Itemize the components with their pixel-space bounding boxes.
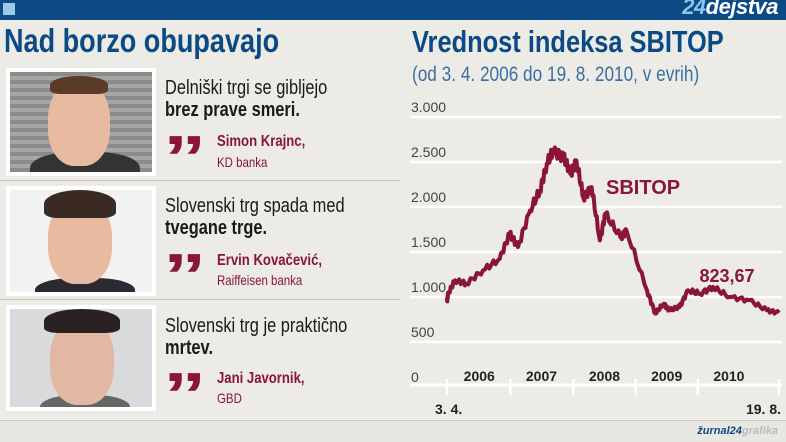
quote-author-1: Simon Krajnc,: [217, 133, 306, 150]
quote-org-3: GBD: [217, 390, 242, 406]
divider: [0, 299, 400, 300]
top-bar: 24dejstva: [0, 0, 786, 20]
end-date-label: 19. 8.: [746, 401, 781, 417]
y-tick-label: 1.500: [411, 234, 446, 250]
year-label: 2009: [651, 368, 682, 384]
y-tick-label: 500: [411, 324, 435, 340]
footer-strip: [0, 420, 786, 442]
quote-org-2: Raiffeisen banka: [217, 272, 303, 288]
quote-text-3: Slovenski trg je praktično mrtev.: [165, 315, 348, 359]
y-tick-label: 1.000: [411, 279, 446, 295]
series-label: SBITOP: [606, 177, 680, 199]
y-tick-label: 3.000: [411, 99, 446, 115]
portrait-photo-3: [6, 305, 156, 411]
year-label: 2008: [589, 368, 620, 384]
y-tick-label: 0: [411, 369, 419, 385]
quote-mark-icon: ”: [163, 361, 207, 430]
corner-square: [3, 3, 15, 15]
y-tick-label: 2.000: [411, 189, 446, 205]
portrait-photo-1: [6, 68, 156, 176]
portrait-photo-2: [6, 186, 156, 296]
quote-text-2: Slovenski trg spada med tvegane trge.: [165, 195, 345, 239]
chart-subtitle: (od 3. 4. 2006 do 19. 8. 2010, v evrih): [412, 63, 700, 86]
year-label: 2010: [713, 368, 744, 384]
start-date-label: 3. 4.: [435, 401, 462, 417]
footer-logo: žurnal24grafika: [697, 425, 778, 437]
year-label: 2006: [464, 368, 495, 384]
divider: [0, 180, 400, 181]
quote-text-1: Delniški trgi se gibljejo brez prave smer…: [165, 77, 328, 121]
year-label: 2007: [526, 368, 557, 384]
left-title: Nad borzo obupavajo: [4, 22, 280, 59]
quote-author-3: Jani Javornik,: [217, 370, 305, 387]
y-tick-label: 2.500: [411, 144, 446, 160]
quote-mark-icon: ”: [163, 124, 207, 193]
quote-author-2: Ervin Kovačević,: [217, 252, 323, 269]
last-value-label: 823,67: [699, 266, 754, 286]
brand-logo: 24dejstva: [682, 0, 778, 19]
chart-title: Vrednost indeksa SBITOP: [412, 24, 724, 59]
sbitop-line: [445, 145, 781, 316]
quote-org-1: KD banka: [217, 154, 268, 170]
